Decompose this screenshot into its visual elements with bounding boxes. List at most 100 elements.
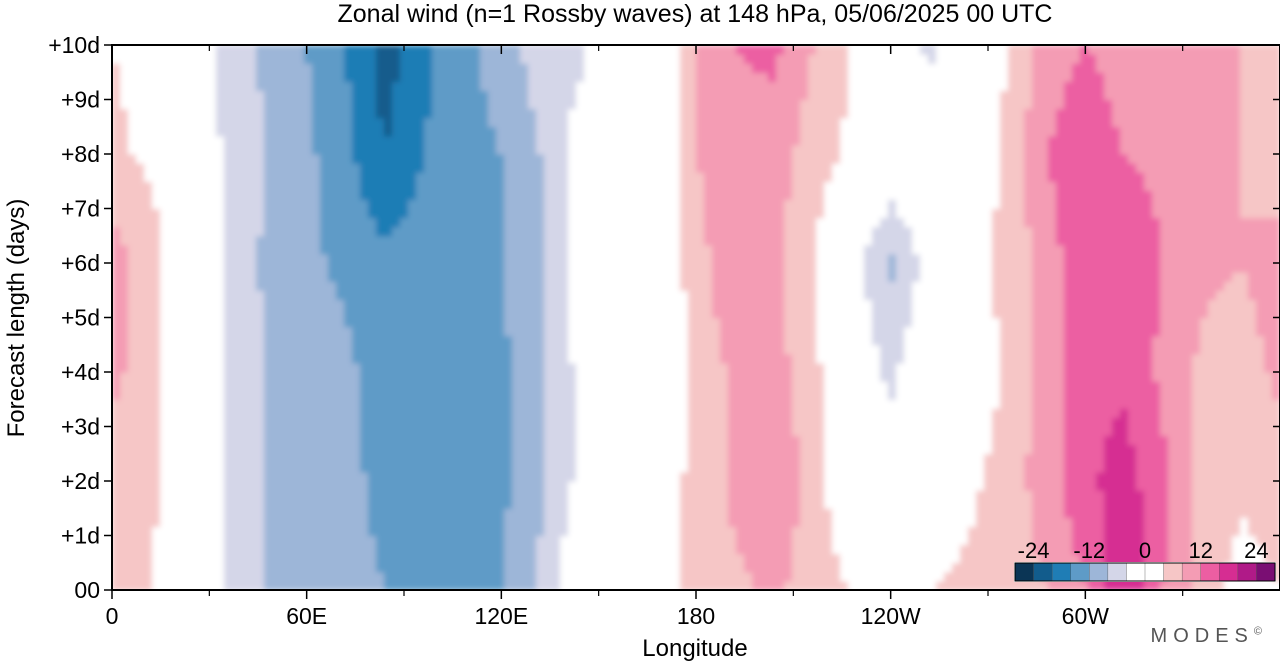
field-cell (472, 481, 481, 491)
field-cell (328, 417, 337, 428)
field-cell (384, 435, 393, 446)
field-cell (1192, 335, 1201, 346)
field-cell (752, 535, 761, 546)
field-cell (1224, 299, 1233, 310)
field-cell (288, 562, 297, 573)
field-cell (328, 353, 337, 364)
field-cell (448, 490, 457, 500)
field-cell (856, 544, 865, 555)
field-cell (808, 453, 817, 464)
field-cell (944, 408, 953, 419)
field-cell (280, 517, 289, 528)
field-cell (584, 580, 593, 590)
field-cell (152, 526, 161, 537)
field-cell (1200, 335, 1209, 346)
field-cell (568, 317, 577, 328)
field-cell (112, 281, 121, 291)
field-cell (584, 444, 593, 455)
field-cell (416, 335, 425, 346)
field-cell (536, 481, 545, 491)
field-cell (296, 353, 305, 364)
field-cell (120, 444, 129, 455)
field-cell (504, 426, 513, 437)
field-cell (1088, 535, 1097, 546)
field-cell (224, 326, 233, 337)
field-cell (848, 499, 857, 509)
field-cell (264, 517, 273, 528)
field-cell (840, 290, 849, 300)
field-cell (968, 526, 977, 537)
field-cell (1232, 353, 1241, 364)
field-cell (952, 490, 961, 500)
field-cell (320, 408, 329, 419)
field-cell (368, 399, 377, 409)
field-cell (992, 335, 1001, 346)
field-cell (1104, 481, 1113, 491)
field-cell (824, 326, 833, 337)
field-cell (1272, 508, 1280, 518)
field-cell (224, 462, 233, 473)
field-cell (408, 490, 417, 500)
field-cell (480, 290, 489, 300)
field-cell (1144, 399, 1153, 409)
field-cell (1080, 381, 1089, 391)
field-cell (448, 580, 457, 590)
field-cell (408, 299, 417, 310)
field-cell (528, 490, 537, 500)
field-cell (760, 408, 769, 419)
field-cell (320, 272, 329, 282)
field-cell (984, 535, 993, 546)
field-cell (336, 499, 345, 509)
field-cell (224, 544, 233, 555)
field-cell (720, 426, 729, 437)
field-cell (656, 399, 665, 409)
field-cell (1192, 553, 1201, 564)
field-cell (1032, 544, 1041, 555)
field-cell (488, 562, 497, 573)
field-cell (1192, 426, 1201, 437)
field-cell (352, 399, 361, 409)
field-cell (736, 535, 745, 546)
field-cell (896, 444, 905, 455)
field-cell (504, 562, 513, 573)
field-cell (656, 435, 665, 446)
field-cell (232, 353, 241, 364)
field-cell (600, 408, 609, 419)
field-cell (736, 399, 745, 409)
field-cell (488, 326, 497, 337)
field-cell (696, 399, 705, 409)
field-cell (992, 490, 1001, 500)
field-cell (192, 281, 201, 291)
field-cell (800, 499, 809, 509)
field-cell (568, 553, 577, 564)
field-cell (288, 526, 297, 537)
field-cell (448, 281, 457, 291)
field-cell (784, 471, 793, 482)
field-cell (688, 435, 697, 446)
field-cell (816, 308, 825, 319)
field-cell (1088, 453, 1097, 464)
field-cell (576, 381, 585, 391)
field-cell (928, 471, 937, 482)
field-cell (392, 462, 401, 473)
field-cell (1184, 408, 1193, 419)
field-cell (1248, 281, 1257, 291)
field-cell (400, 308, 409, 319)
field-cell (1216, 462, 1225, 473)
field-cell (1048, 517, 1057, 528)
field-cell (448, 399, 457, 409)
field-cell (1128, 444, 1137, 455)
field-cell (296, 408, 305, 419)
field-cell (1080, 499, 1089, 509)
field-cell (1080, 353, 1089, 364)
field-cell (288, 362, 297, 373)
field-cell (840, 399, 849, 409)
field-cell (792, 526, 801, 537)
field-cell (648, 571, 657, 582)
field-cell (456, 526, 465, 537)
field-cell (280, 471, 289, 482)
field-cell (424, 444, 433, 455)
field-cell (1048, 281, 1057, 291)
field-cell (568, 471, 577, 482)
field-cell (536, 490, 545, 500)
